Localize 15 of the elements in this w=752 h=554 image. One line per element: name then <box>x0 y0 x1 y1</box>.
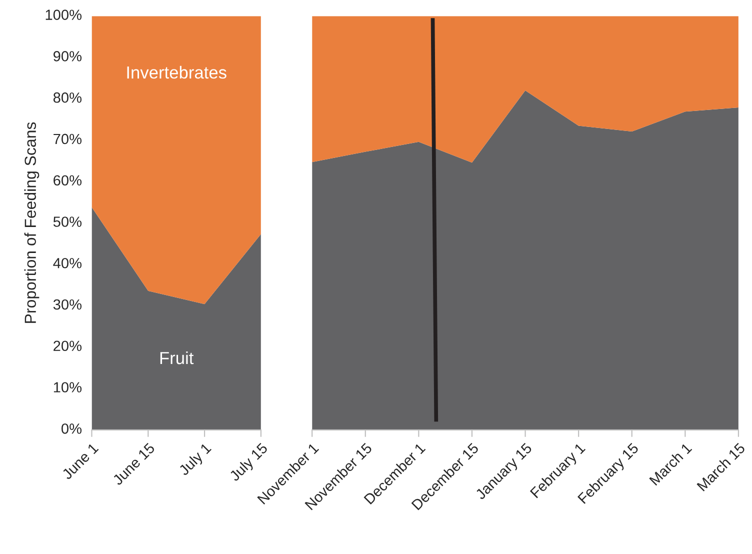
y-tick-label: 20% <box>54 340 82 352</box>
y-tick-label: 90% <box>54 51 82 62</box>
y-tick-label: 100% <box>46 10 82 20</box>
y-tick-label: 10% <box>54 382 82 392</box>
series-label: Invertebrates <box>127 66 226 79</box>
y-tick-label: 0% <box>62 423 82 434</box>
y-tick-label: 70% <box>54 134 82 144</box>
y-tick-label: 60% <box>54 175 82 186</box>
y-tick-label: 30% <box>53 299 82 310</box>
y-tick-label: 50% <box>53 216 82 227</box>
series-label: Fruit <box>160 351 194 364</box>
y-tick-label: 40% <box>53 258 82 268</box>
x-tick-label: July 1 <box>178 442 214 478</box>
y-axis-title: Proportion of Feeding Scans <box>24 122 40 323</box>
y-tick-label: 80% <box>53 92 82 103</box>
